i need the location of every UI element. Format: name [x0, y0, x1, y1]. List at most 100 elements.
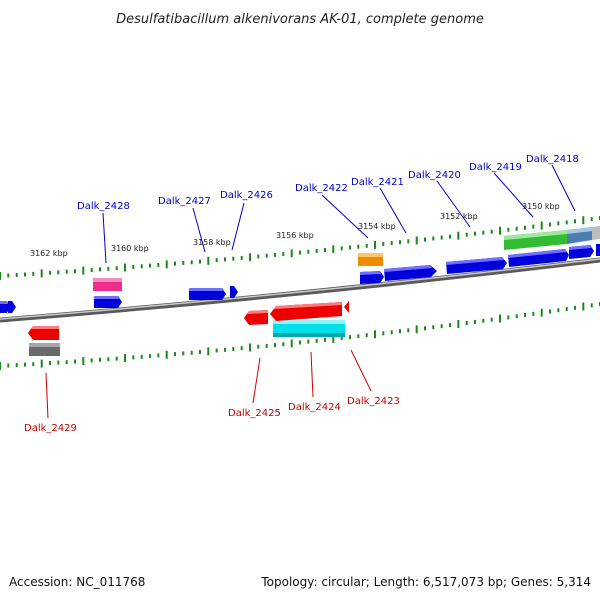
scale-tick	[324, 248, 326, 252]
scale-tick	[557, 221, 560, 226]
scale-tick	[324, 337, 326, 342]
scale-tick	[340, 336, 343, 340]
genome-title: Desulfatibacillum alkenivorans AK-01, co…	[116, 12, 484, 27]
scale-tick	[99, 267, 101, 272]
gene-label-dalk-2424[interactable]: Dalk_2424	[288, 402, 341, 413]
cds-forward[interactable]	[446, 257, 507, 274]
gene-label-dalk-2425[interactable]: Dalk_2425	[228, 408, 281, 419]
scale-tick	[240, 255, 243, 260]
cds-forward[interactable]	[360, 271, 384, 284]
cds-forward[interactable]	[569, 245, 594, 259]
scale-tick	[507, 227, 510, 232]
scale-tick	[182, 351, 185, 356]
scale-tick	[315, 248, 318, 253]
cds-forward[interactable]	[94, 296, 122, 308]
gray-feature[interactable]	[29, 343, 60, 356]
gene-label-dalk-2426[interactable]: Dalk_2426	[220, 190, 273, 201]
gene-label-dalk-2428[interactable]: Dalk_2428	[77, 201, 130, 212]
scale-tick	[82, 357, 85, 365]
scale-tick	[274, 252, 276, 257]
bottom-leader-lines	[45, 349, 372, 419]
scale-tick	[0, 362, 1, 370]
scale-tick	[574, 305, 576, 310]
scale-tick	[565, 220, 568, 225]
scale-tick	[449, 323, 451, 328]
scale-tick	[499, 226, 501, 235]
pink-feature[interactable]	[93, 278, 122, 291]
cds-forward[interactable]	[230, 286, 238, 298]
kbp-label: 3152 kbp	[440, 212, 478, 221]
scale-tick	[399, 329, 401, 334]
scale-tick	[432, 236, 435, 241]
scale-tick	[415, 325, 418, 334]
scale-tick	[432, 325, 435, 330]
scale-tick	[382, 242, 385, 246]
scale-tick	[299, 340, 301, 345]
cds-forward[interactable]	[8, 301, 16, 313]
scale-tick	[424, 326, 426, 331]
scale-tick	[440, 324, 443, 329]
scale-tick	[399, 240, 401, 245]
kbp-label: 3150 kbp	[522, 202, 560, 211]
gene-label-dalk-2418[interactable]: Dalk_2418	[526, 154, 579, 165]
sequence-backbone-highlight	[0, 258, 600, 320]
scale-tick	[515, 314, 518, 319]
scale-tick	[207, 347, 210, 356]
scale-tick	[24, 272, 26, 277]
cds-forward[interactable]	[508, 249, 569, 267]
cds-reverse[interactable]	[270, 302, 342, 321]
scale-tick	[499, 314, 501, 323]
scale-tick	[49, 361, 51, 366]
scale-tick	[99, 357, 101, 362]
gene-label-dalk-2422[interactable]: Dalk_2422	[295, 183, 348, 194]
gene-label-dalk-2429[interactable]: Dalk_2429	[24, 423, 77, 434]
cds-forward[interactable]	[384, 265, 437, 281]
scale-tick	[40, 359, 43, 368]
scale-tick	[190, 260, 193, 265]
scale-tick	[224, 257, 226, 262]
scale-tick	[465, 321, 468, 325]
scale-tick	[157, 353, 160, 358]
cyan-feature[interactable]	[273, 320, 345, 337]
scale-tick	[132, 355, 135, 360]
scale-tick	[390, 241, 393, 246]
scale-tick	[157, 263, 160, 267]
kbp-label: 3158 kbp	[193, 238, 231, 247]
cds-reverse[interactable]	[344, 301, 349, 313]
scale-tick	[290, 249, 293, 258]
scale-tick	[349, 245, 351, 250]
silver-feature[interactable]	[592, 226, 600, 240]
scale-tick	[307, 249, 310, 254]
green-feature[interactable]	[504, 230, 567, 250]
scale-tick	[257, 344, 260, 349]
steel-feature[interactable]	[567, 227, 592, 244]
gene-label-dalk-2421[interactable]: Dalk_2421	[351, 177, 404, 188]
gene-label-dalk-2420[interactable]: Dalk_2420	[408, 170, 461, 181]
scale-tick	[249, 253, 251, 262]
cds-reverse[interactable]	[244, 310, 268, 325]
scale-tick	[190, 350, 193, 355]
gene-label-dalk-2423[interactable]: Dalk_2423	[347, 396, 400, 407]
cds-forward[interactable]	[0, 301, 10, 313]
scale-tick	[382, 331, 385, 336]
scale-tick	[124, 263, 126, 272]
cds-reverse[interactable]	[28, 326, 59, 340]
cds-forward[interactable]	[596, 244, 600, 256]
scale-tick	[465, 232, 468, 237]
scale-tick	[515, 226, 518, 231]
scale-tick	[265, 253, 268, 258]
gene-label-dalk-2427[interactable]: Dalk_2427	[158, 196, 211, 207]
upper-scale-track	[0, 216, 600, 280]
scale-tick	[232, 256, 235, 261]
scale-tick	[299, 250, 301, 255]
scale-tick	[457, 320, 460, 328]
gene-label-dalk-2419[interactable]: Dalk_2419	[469, 162, 522, 173]
cds-forward[interactable]	[189, 288, 226, 300]
scale-tick	[374, 330, 376, 339]
scale-tick	[49, 270, 51, 275]
orange-feature[interactable]	[358, 253, 383, 266]
scale-tick	[282, 252, 285, 257]
scale-tick	[57, 360, 60, 365]
forward-cds-track	[0, 244, 600, 313]
